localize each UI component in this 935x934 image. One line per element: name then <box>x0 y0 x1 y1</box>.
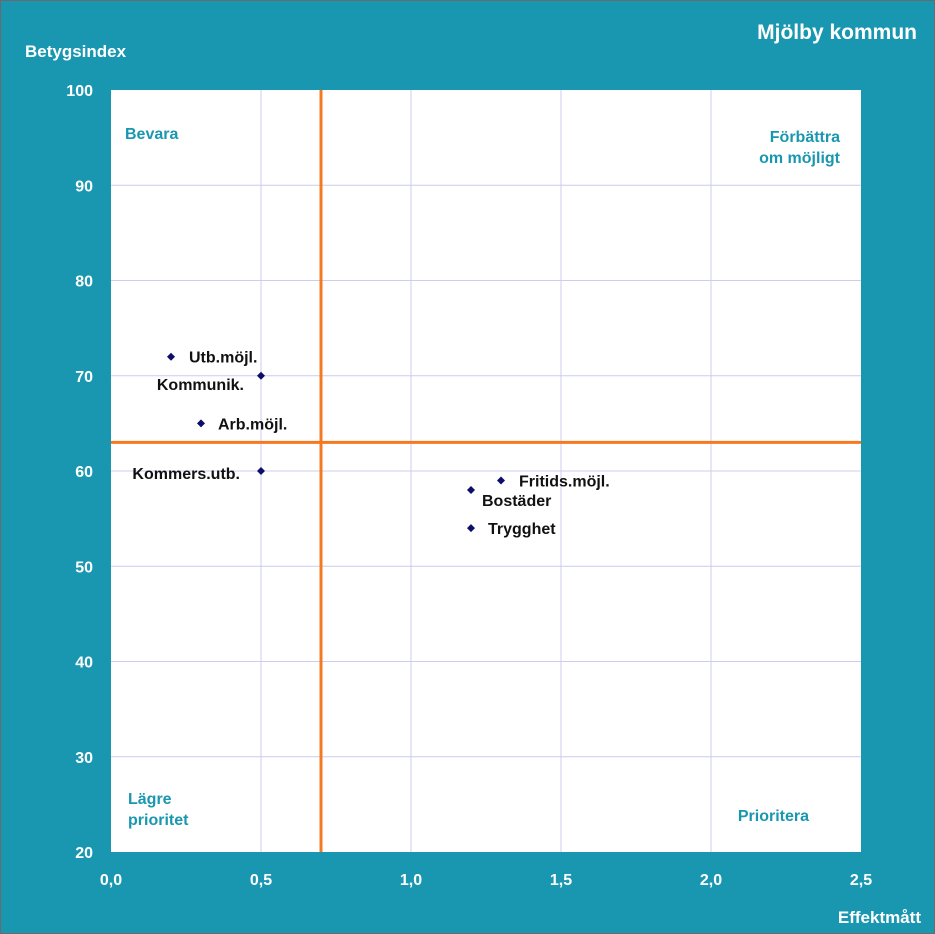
x-axis-title: Effektmått <box>838 908 921 927</box>
data-point-label: Kommunik. <box>157 377 244 394</box>
quadrant-labels: Bevara Förbättra om möjligt Lägre prioritet P… <box>125 126 841 829</box>
y-tick-label: 50 <box>75 559 93 576</box>
y-axis-title: Betygsindex <box>25 42 127 61</box>
quadrant-label-bottom-left: Lägre <box>128 791 172 808</box>
y-tick-label: 90 <box>75 178 93 195</box>
y-tick-label: 20 <box>75 845 93 862</box>
data-point-marker <box>497 476 505 485</box>
data-point-label: Fritids.möjl. <box>519 474 610 491</box>
quadrant-label-top-right: om möjligt <box>759 150 841 167</box>
x-tick-label: 0,0 <box>100 872 122 889</box>
data-point-marker <box>257 371 265 380</box>
x-tick-label: 0,5 <box>250 872 272 889</box>
y-tick-label: 100 <box>66 83 93 100</box>
quadrant-label-bottom-left: prioritet <box>128 812 189 829</box>
data-point-label: Bostäder <box>482 493 551 510</box>
data-point-marker <box>197 419 205 428</box>
x-tick-label: 2,5 <box>850 872 872 889</box>
x-tick-label: 1,0 <box>400 872 422 889</box>
y-tick-label: 70 <box>75 369 93 386</box>
data-point-marker <box>467 524 475 533</box>
y-tick-label: 80 <box>75 274 93 291</box>
y-axis-ticks: 20 30 40 50 60 70 80 90 100 <box>66 83 93 862</box>
x-tick-label: 1,5 <box>550 872 572 889</box>
reference-lines <box>111 90 861 852</box>
data-point-label: Trygghet <box>488 521 556 538</box>
quadrant-label-top-left: Bevara <box>125 126 178 143</box>
x-tick-label: 2,0 <box>700 872 722 889</box>
data-point-marker <box>467 486 475 495</box>
data-point-marker <box>257 467 265 475</box>
y-tick-label: 60 <box>75 464 93 481</box>
data-point-label: Utb.möjl. <box>189 350 257 367</box>
y-tick-label: 40 <box>75 655 93 672</box>
data-point-label: Kommers.utb. <box>132 466 240 483</box>
data-point-label: Arb.möjl. <box>218 416 287 433</box>
y-tick-label: 30 <box>75 750 93 767</box>
data-points: Utb.möjl. Kommunik. Arb.möjl. Kommers.utb. F… <box>132 350 609 538</box>
quadrant-label-bottom-right: Prioritera <box>738 808 809 825</box>
quadrant-label-top-right: Förbättra <box>770 129 840 146</box>
chart-title: Mjölby kommun <box>757 21 917 44</box>
x-axis-ticks: 0,0 0,5 1,0 1,5 2,0 2,5 <box>100 872 872 889</box>
data-point-marker <box>167 352 175 361</box>
